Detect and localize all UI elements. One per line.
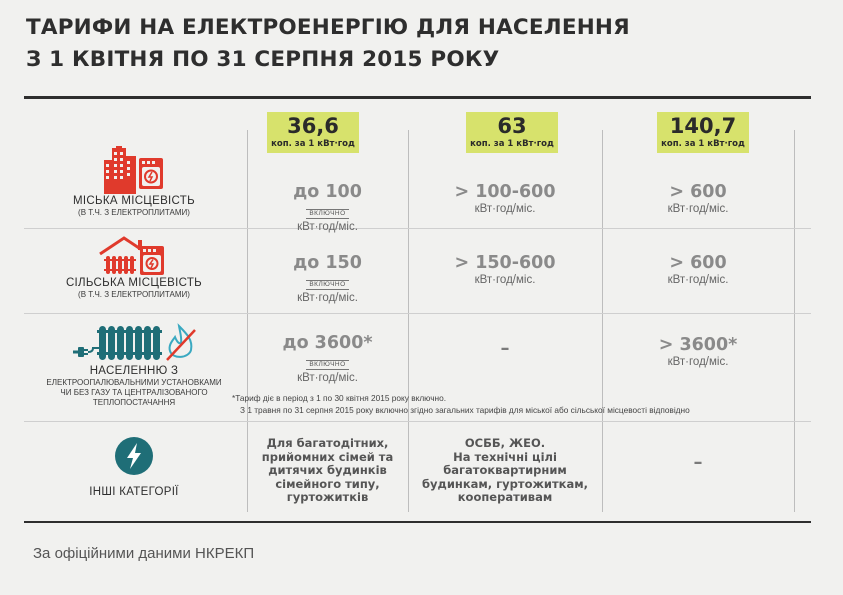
- rural-tier-1-value: до 150: [293, 253, 362, 273]
- price-unit-3: коп. за 1 кВт·год: [661, 139, 745, 149]
- other-tier-2: ОСББ, ЖЕО. На технічні цілі багатокварти…: [408, 436, 602, 505]
- city-building-icon: [104, 146, 163, 194]
- category-city: МІСЬКА МІСЦЕВІСТЬ (В Т.Ч. З ЕЛЕКТРОПЛИТА…: [40, 146, 228, 218]
- category-other: ІНШІ КАТЕГОРІЇ: [40, 436, 228, 499]
- other-tier-1-line: гуртожитків: [286, 490, 369, 504]
- city-tier-2-value: > 100-600: [454, 182, 556, 202]
- price-value-1: 36,6: [287, 114, 339, 138]
- price-unit-1: коп. за 1 кВт·год: [271, 139, 355, 149]
- city-tier-1-unit: кВт·год/міс.: [297, 221, 358, 233]
- city-tier-2: > 100-600 кВт·год/міс.: [408, 182, 602, 216]
- city-tier-1-tag: ВКЛЮЧНО: [306, 209, 349, 219]
- category-heating-sub-3: ТЕПЛОПОСТАЧАННЯ: [92, 398, 176, 407]
- heating-note-2: З 1 травня по 31 серпня 2015 року включн…: [240, 405, 690, 415]
- rural-tier-1: до 150 ВКЛЮЧНО кВт·год/міс.: [247, 253, 408, 305]
- other-tier-1-line: Для багатодітних,: [266, 436, 389, 450]
- column-separator-4: [794, 130, 795, 512]
- rural-tier-3-value: > 600: [669, 253, 727, 273]
- other-tier-1-line: дитячих будинків: [268, 463, 387, 477]
- category-heating-sub-2: ЧИ БЕЗ ГАЗУ ТА ЦЕНТРАЛІЗОВАНОГО: [60, 388, 208, 397]
- city-tier-1: до 100 ВКЛЮЧНО кВт·год/міс.: [247, 182, 408, 234]
- category-city-label: МІСЬКА МІСЦЕВІСТЬ: [73, 195, 195, 207]
- column-separator-1: [247, 130, 248, 512]
- other-tier-1-line: прийомних сімей та: [261, 449, 394, 464]
- title-line-1: ТАРИФИ НА ЕЛЕКТРОЕНЕРГІЮ ДЛЯ НАСЕЛЕННЯ: [26, 15, 630, 40]
- city-tier-2-unit: кВт·год/міс.: [474, 203, 536, 215]
- other-tier-2-line: ОСББ, ЖЕО.: [464, 436, 546, 450]
- heating-tier-1-value: до 3600*: [282, 333, 373, 353]
- city-tier-1-value: до 100: [293, 182, 362, 202]
- category-rural: СІЛЬСЬКА МІСЦЕВІСТЬ (В Т.Ч. З ЕЛЕКТРОПЛИ…: [40, 234, 228, 300]
- other-tier-2-line: багатоквартирним: [443, 463, 567, 477]
- heating-tier-2: –: [408, 338, 602, 359]
- row-separator-3: [24, 421, 811, 422]
- category-heating-label: НАСЕЛЕННЮ З: [89, 365, 179, 377]
- rural-house-icon: [99, 236, 164, 275]
- category-heating-sub-1: ЕЛЕКТРООПАЛЮВАЛЬНИМИ УСТАНОВКАМИ: [46, 378, 222, 387]
- other-tier-1-line: сімейного типу,: [275, 476, 380, 491]
- rural-tier-1-tag: ВКЛЮЧНО: [306, 280, 349, 290]
- rural-tier-3-unit: кВт·год/міс.: [667, 274, 729, 286]
- other-tier-3-dash: –: [693, 452, 703, 473]
- price-badge-1: 36,6 коп. за 1 кВт·год: [267, 112, 359, 153]
- other-tier-3: –: [602, 452, 794, 473]
- top-rule: [24, 96, 811, 99]
- heating-note-1: *Тариф діє в період з 1 по 30 квітня 201…: [232, 393, 447, 403]
- column-separator-2: [408, 130, 409, 512]
- price-badge-3: 140,7 коп. за 1 кВт·год: [657, 112, 749, 153]
- category-other-label: ІНШІ КАТЕГОРІЇ: [89, 486, 179, 498]
- heating-tier-3-unit: кВт·год/міс.: [667, 356, 729, 368]
- heating-tier-2-dash: –: [500, 338, 510, 359]
- source-note: За офіційними даними НКРЕКП: [33, 545, 255, 562]
- heating-tier-1-tag: ВКЛЮЧНО: [306, 360, 349, 370]
- title-line-2: З 1 КВІТНЯ ПО 31 СЕРПНЯ 2015 РОКУ: [26, 47, 500, 72]
- heating-tier-3: > 3600* кВт·год/міс.: [602, 335, 794, 369]
- row-separator-1: [24, 228, 811, 229]
- other-tier-2-line: будинкам, гуртожиткам,: [422, 476, 588, 491]
- lightning-bolt-icon: [115, 437, 153, 475]
- rural-tier-3: > 600 кВт·год/міс.: [602, 253, 794, 287]
- category-rural-label: СІЛЬСЬКА МІСЦЕВІСТЬ: [65, 277, 203, 289]
- heating-tier-1: до 3600* ВКЛЮЧНО кВт·год/міс.: [247, 333, 408, 385]
- other-tier-2-line: На технічні цілі: [453, 449, 557, 464]
- price-value-3: 140,7: [669, 114, 737, 138]
- price-unit-2: коп. за 1 кВт·год: [470, 139, 554, 149]
- column-separator-3: [602, 130, 603, 512]
- heating-radiator-icon: [73, 323, 196, 361]
- heating-tier-1-unit: кВт·год/міс.: [297, 372, 358, 384]
- row-separator-2: [24, 313, 811, 314]
- category-city-sub: (В Т.Ч. З ЕЛЕКТРОПЛИТАМИ): [78, 208, 190, 217]
- rural-tier-1-unit: кВт·год/міс.: [297, 292, 358, 304]
- price-badge-2: 63 коп. за 1 кВт·год: [466, 112, 558, 153]
- category-rural-sub: (В Т.Ч. З ЕЛЕКТРОПЛИТАМИ): [78, 290, 190, 299]
- page-title: ТАРИФИ НА ЕЛЕКТРОЕНЕРГІЮ ДЛЯ НАСЕЛЕННЯ З…: [26, 12, 630, 76]
- heating-tier-3-value: > 3600*: [658, 335, 738, 355]
- rural-tier-2-value: > 150-600: [454, 253, 556, 273]
- price-value-2: 63: [497, 114, 527, 138]
- city-tier-3-value: > 600: [669, 182, 727, 202]
- bottom-rule: [24, 521, 811, 523]
- category-heating: НАСЕЛЕННЮ З ЕЛЕКТРООПАЛЮВАЛЬНИМИ УСТАНОВ…: [40, 320, 228, 408]
- city-tier-3: > 600 кВт·год/міс.: [602, 182, 794, 216]
- rural-tier-2-unit: кВт·год/міс.: [474, 274, 536, 286]
- rural-tier-2: > 150-600 кВт·год/міс.: [408, 253, 602, 287]
- other-tier-1: Для багатодітних, прийомних сімей та дит…: [247, 436, 408, 505]
- city-tier-3-unit: кВт·год/міс.: [667, 203, 729, 215]
- other-tier-2-line: кооперативам: [457, 490, 553, 504]
